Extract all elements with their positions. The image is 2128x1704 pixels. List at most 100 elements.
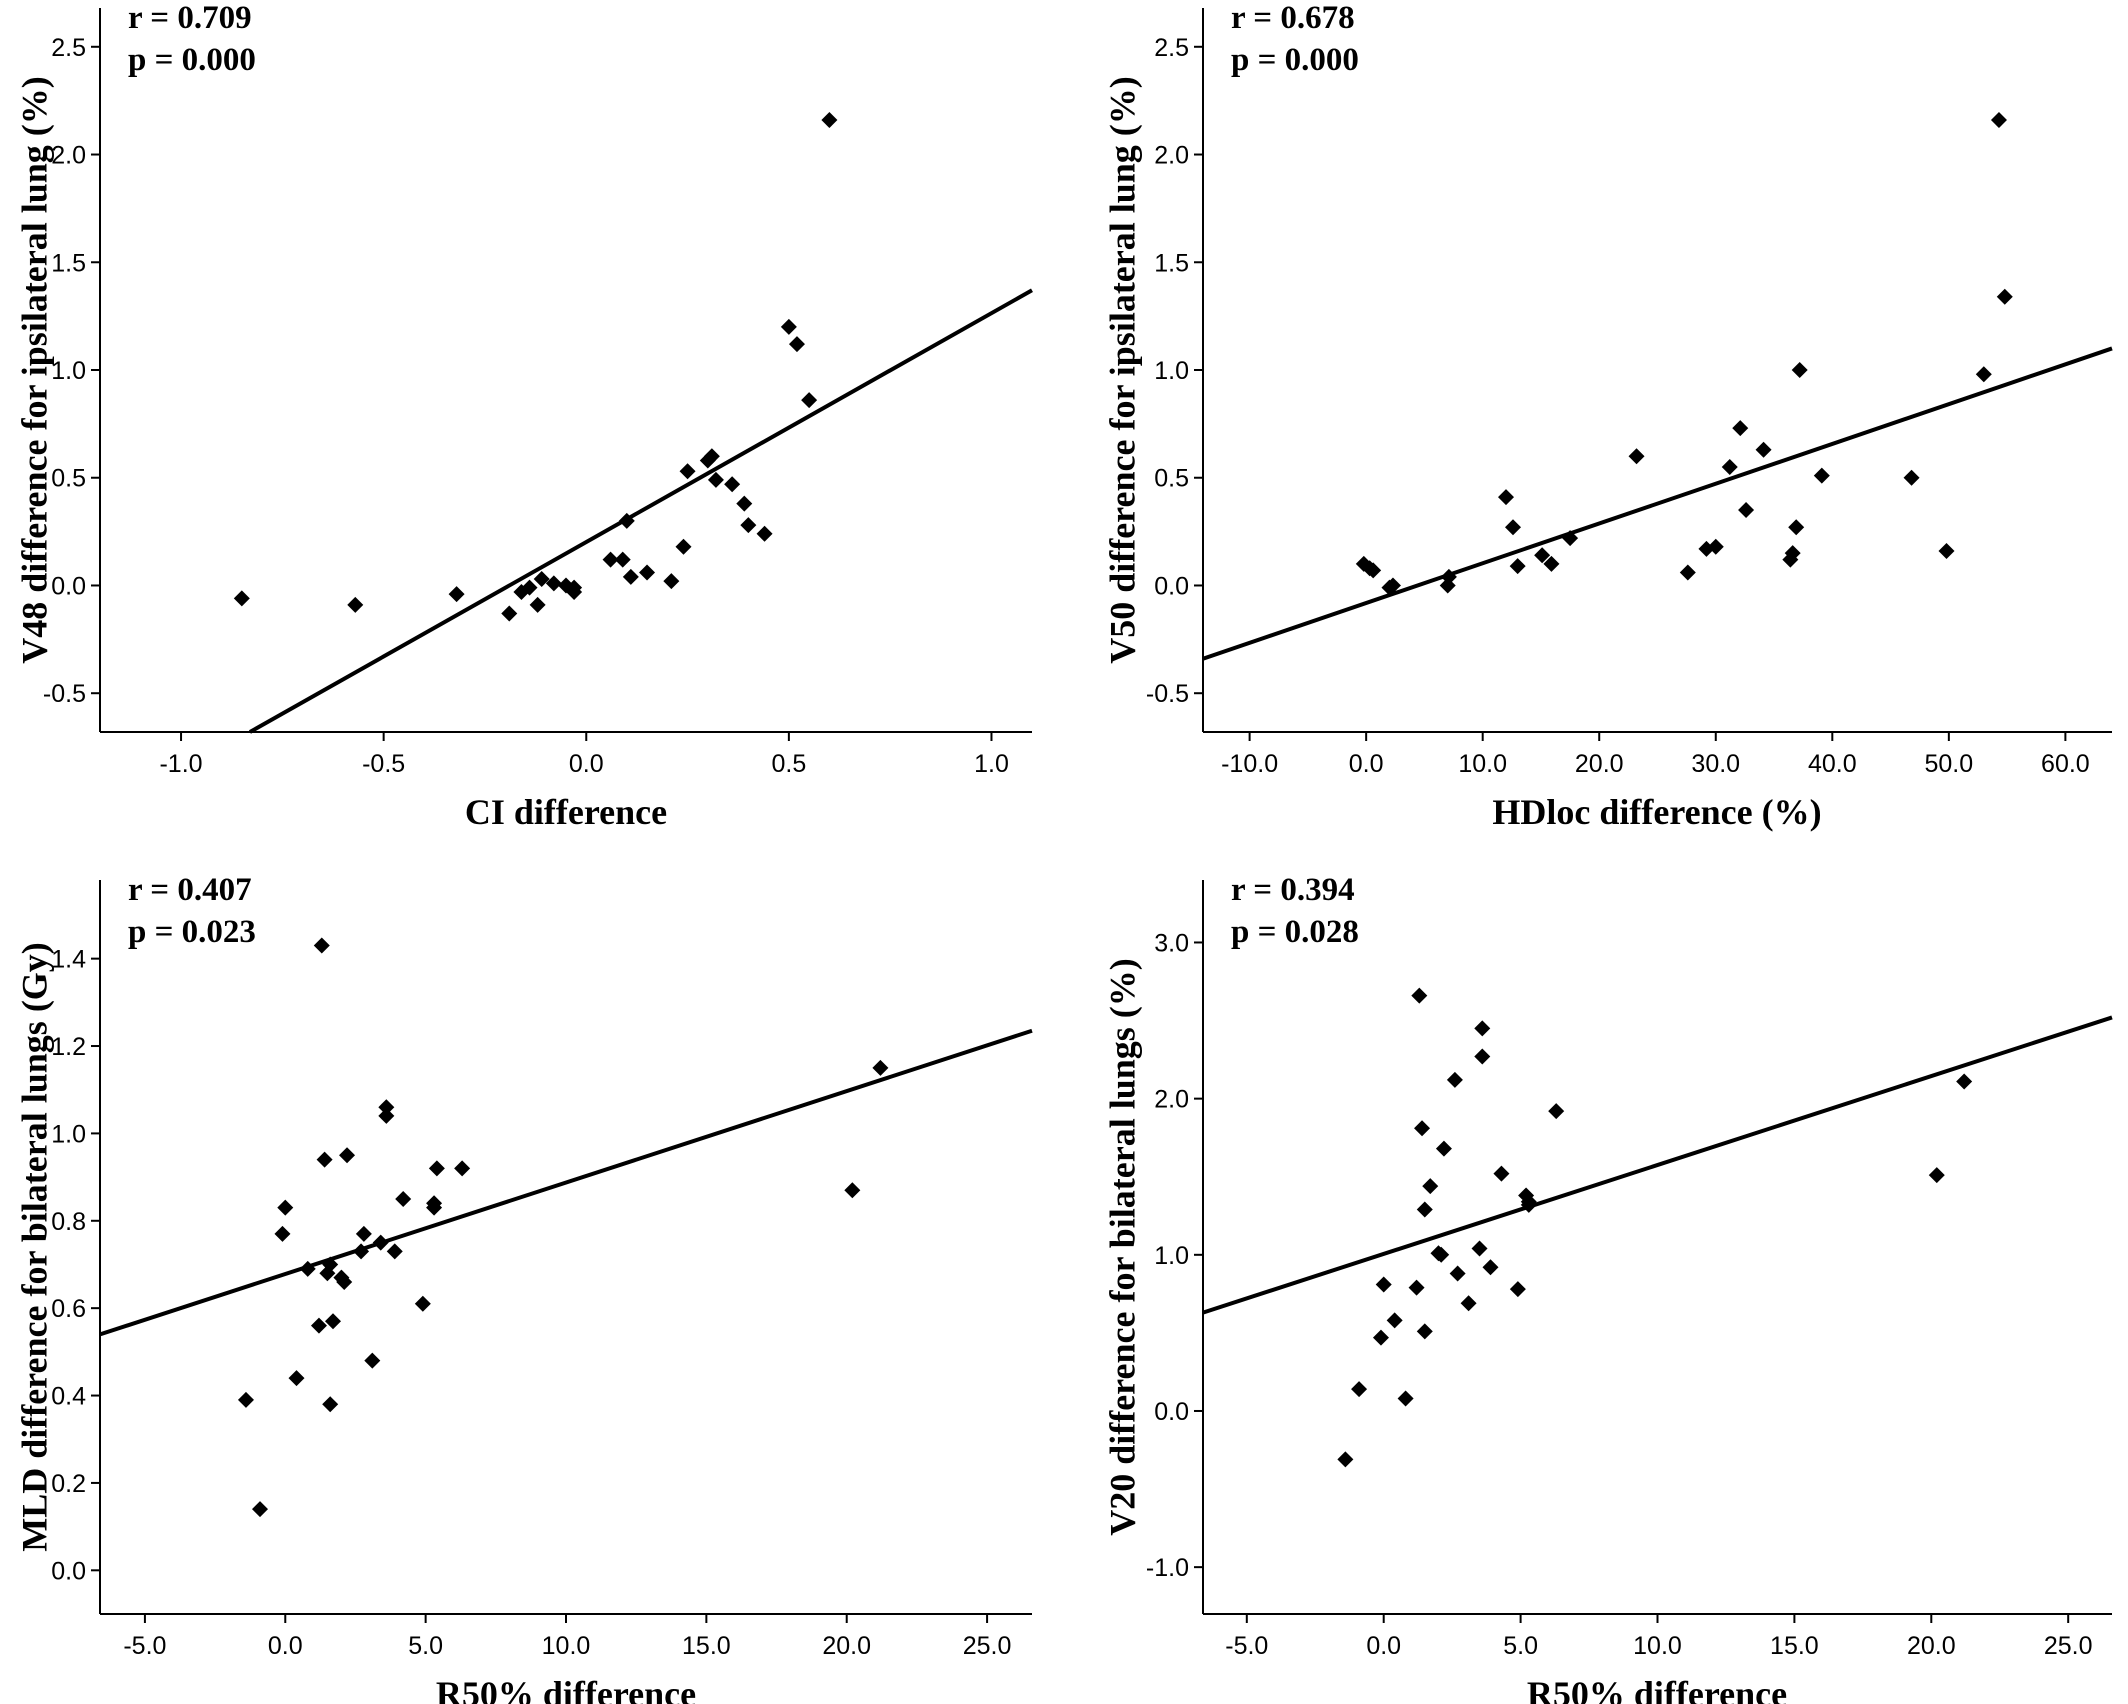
data-point [1372,1329,1389,1346]
data-point [353,1243,370,1260]
y-tick-label: -1.0 [1146,1554,1189,1582]
y-axis-title: V20 difference for bilateral lungs (%) [1102,958,1142,1536]
y-tick-label: 0.0 [51,1557,86,1585]
data-point [1411,987,1428,1004]
y-tick-label: 1.5 [1154,249,1189,277]
x-axis-title: R50% difference [436,1674,696,1704]
data-point [844,1182,861,1199]
data-point [1386,1312,1403,1329]
data-point [1337,1451,1354,1468]
data-point [1449,1265,1466,1282]
data-point [454,1160,471,1177]
y-tick-label: 3.0 [1154,929,1189,957]
y-tick-label: 0.8 [51,1208,86,1236]
data-point [313,937,330,954]
data-point [501,605,518,622]
data-point [364,1352,381,1369]
data-point [237,1391,254,1408]
x-tick-label: 25.0 [963,1632,1012,1660]
regression-line [1202,1015,2113,1315]
y-tick-label: 1.5 [51,249,86,277]
data-point [252,1501,269,1518]
data-point [703,448,720,465]
correlation-r-label: r = 0.394 [1231,872,1355,908]
x-tick-label: 0.5 [771,750,806,778]
x-tick-label: 15.0 [1770,1632,1819,1660]
data-point [322,1396,339,1413]
data-point [395,1190,412,1207]
data-point [1416,1323,1433,1340]
data-point [821,112,838,129]
y-tick-label: 0.5 [1154,465,1189,493]
data-point [1509,558,1526,575]
data-point [1375,1276,1392,1293]
y-axis-title: V50 difference for ipsilateral lung (%) [1102,76,1142,664]
y-tick-label: -0.5 [1146,680,1189,708]
data-point [724,476,741,493]
data-point [1903,469,1920,486]
x-tick-label: 20.0 [1575,750,1624,778]
data-point [1414,1120,1431,1137]
data-point [1813,467,1830,484]
data-point [1422,1178,1439,1195]
data-point [1732,420,1749,437]
x-tick-label: 60.0 [2041,750,2090,778]
y-tick-label: 1.4 [51,946,86,974]
data-point [1755,441,1772,458]
y-tick-label: 1.0 [1154,1242,1189,1270]
y-tick-label: 1.0 [51,357,86,385]
data-point [1990,112,2007,129]
data-point [1562,530,1579,547]
x-tick-label: 10.0 [1458,750,1507,778]
data-point [1365,562,1382,579]
y-axis-title: V48 difference for ipsilateral lung (%) [14,76,54,664]
data-point [756,525,773,542]
x-tick-label: 0.0 [1349,750,1384,778]
data-point [1504,519,1521,536]
data-point [1351,1381,1368,1398]
data-point [533,571,550,588]
data-point [1548,1103,1565,1120]
data-point [426,1199,443,1216]
regression-line [99,1028,1033,1337]
y-tick-label: 0.5 [51,465,86,493]
y-tick-label: 2.5 [1154,34,1189,62]
x-tick-label: 5.0 [408,1632,443,1660]
data-point [1408,1279,1425,1296]
data-point [801,392,818,409]
data-point [316,1151,333,1168]
data-point [1543,555,1560,572]
data-point [274,1225,291,1242]
data-point [325,1313,341,1330]
x-tick-label: 30.0 [1691,750,1740,778]
data-point [679,463,696,480]
y-tick-label: 2.0 [51,142,86,170]
data-point [1493,1165,1510,1182]
data-point [355,1225,372,1242]
x-tick-label: 10.0 [542,1632,591,1660]
p-value-label: p = 0.023 [128,914,256,950]
x-tick-label: -5.0 [123,1632,166,1660]
data-point [1996,288,2013,305]
x-tick-label: -10.0 [1221,750,1278,778]
data-point [448,586,465,603]
y-axis-title: MLD difference for bilateral lungs (Gy) [14,942,54,1552]
data-point [1384,577,1401,594]
data-point [378,1099,395,1116]
data-point [1679,564,1696,581]
correlation-r-label: r = 0.407 [128,872,252,908]
data-point [233,590,250,607]
data-point [1721,458,1738,475]
regression-line [1202,346,2113,661]
x-tick-label: 10.0 [1633,1632,1682,1660]
correlation-r-label: r = 0.709 [128,0,252,36]
data-point [322,1256,339,1273]
x-tick-label: 25.0 [2044,1632,2093,1660]
data-point [1446,1071,1463,1088]
p-value-label: p = 0.000 [1231,42,1359,78]
y-tick-label: 2.0 [1154,142,1189,170]
data-point [1738,502,1755,519]
y-tick-label: 2.0 [1154,1086,1189,1114]
